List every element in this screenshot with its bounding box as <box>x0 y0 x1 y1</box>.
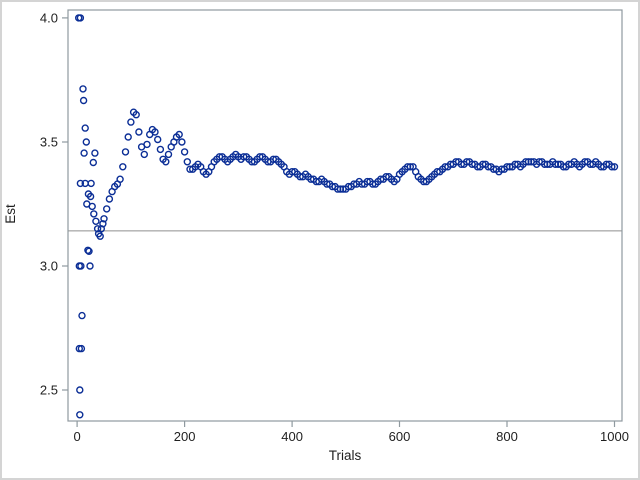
data-point <box>143 140 151 149</box>
data-point <box>90 210 98 218</box>
data-point <box>132 110 140 119</box>
data-point <box>80 149 88 157</box>
data-point <box>105 195 114 203</box>
data-point <box>78 311 86 320</box>
data-point <box>164 150 173 159</box>
data-point <box>89 158 98 167</box>
data-point <box>84 246 92 255</box>
data-point <box>406 163 414 171</box>
y-axis-title: Est <box>3 204 18 224</box>
data-point <box>610 163 619 171</box>
data-point <box>127 118 135 126</box>
data-point <box>96 232 104 240</box>
data-point <box>156 145 165 154</box>
x-tick-label: 600 <box>389 429 411 444</box>
data-point <box>153 135 162 144</box>
data-point <box>79 96 88 105</box>
data-point <box>82 138 91 146</box>
data-point <box>76 14 85 22</box>
data-point <box>102 205 111 213</box>
data-point <box>93 225 102 233</box>
x-tick-label: 1000 <box>600 429 629 444</box>
data-point <box>178 138 186 146</box>
y-tick-label: 3.0 <box>40 259 58 274</box>
data-point <box>76 179 85 188</box>
data-point <box>88 202 96 211</box>
y-tick-label: 3.5 <box>40 135 58 150</box>
data-point <box>121 148 130 156</box>
data-point <box>135 128 143 136</box>
x-axis-title: Trials <box>329 448 362 463</box>
data-point <box>175 130 183 139</box>
x-tick-label: 400 <box>281 429 303 444</box>
y-tick-label: 2.5 <box>40 383 58 398</box>
data-point <box>76 386 84 394</box>
data-point <box>91 149 99 157</box>
data-point <box>180 148 189 156</box>
data-point <box>76 411 84 419</box>
x-tick-label: 800 <box>496 429 518 444</box>
data-point <box>87 179 95 188</box>
data-point <box>100 215 108 223</box>
x-tick-label: 0 <box>73 429 80 444</box>
data-point <box>162 158 170 166</box>
data-point <box>551 160 560 169</box>
data-point <box>86 262 94 270</box>
data-point <box>608 163 616 171</box>
data-point <box>79 85 87 93</box>
data-point <box>119 163 127 171</box>
data-point <box>124 133 132 141</box>
data-point <box>77 262 85 270</box>
data-point <box>151 128 159 136</box>
plot-frame <box>67 9 623 422</box>
data-point <box>85 247 93 256</box>
x-tick-label: 200 <box>174 429 196 444</box>
data-point <box>77 344 86 353</box>
data-point <box>99 220 107 228</box>
data-point <box>116 175 124 183</box>
data-point <box>92 217 100 226</box>
data-point <box>86 192 95 201</box>
data-point <box>183 158 192 166</box>
data-point <box>140 150 149 159</box>
data-point <box>81 124 89 132</box>
y-tick-label: 4.0 <box>40 10 58 25</box>
